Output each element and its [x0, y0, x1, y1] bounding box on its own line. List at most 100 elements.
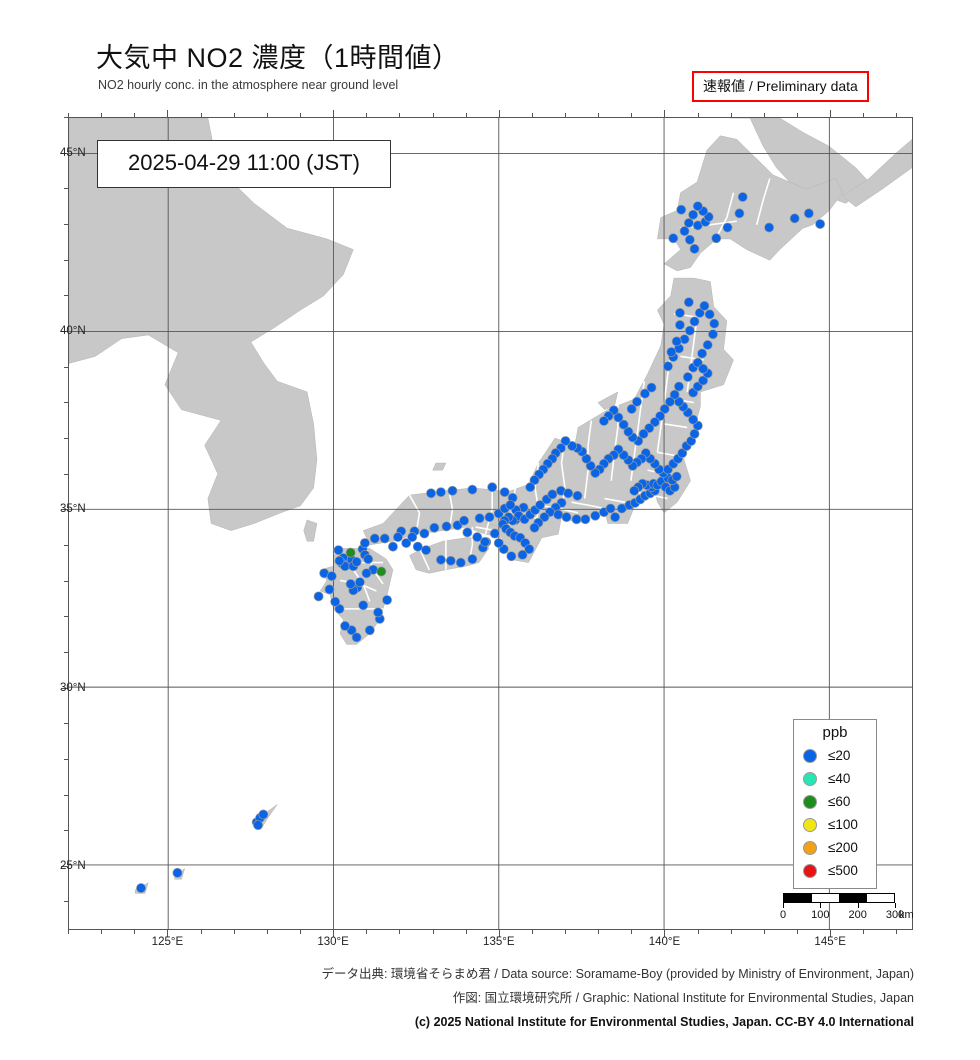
scale-bar-unit: km [899, 909, 914, 921]
x-axis-tick [896, 930, 898, 934]
scale-bar-segment [866, 894, 894, 902]
x-axis-tick [498, 930, 500, 937]
y-axis-tick [64, 188, 68, 190]
y-axis-tick [64, 830, 68, 832]
footer-line: データ出典: 環境省そらまめ君 / Data source: Soramame-… [321, 967, 914, 981]
x-axis-tick [465, 113, 467, 117]
y-axis-label: 40°N [60, 324, 86, 337]
x-axis-tick [399, 930, 401, 934]
legend-item-label: ≤500 [828, 863, 858, 878]
scale-bar-segments [783, 893, 895, 903]
map-canvas [69, 118, 912, 929]
scale-bar-tick [857, 903, 859, 908]
x-axis-tick [565, 930, 567, 934]
legend-color-swatch [803, 840, 817, 855]
y-axis-tick [64, 437, 68, 439]
x-axis-tick [432, 930, 434, 934]
legend-rows: ≤20 ≤40 ≤60 ≤100 ≤200 ≤500 [794, 744, 876, 882]
y-axis-tick [61, 509, 68, 511]
y-axis-tick [64, 402, 68, 404]
legend-item: ≤200 [794, 836, 876, 859]
legend-color-swatch [803, 863, 817, 878]
y-axis-tick [64, 223, 68, 225]
x-axis-tick [233, 930, 235, 934]
scale-bar-labels: km 0 100 200 300 [779, 909, 914, 923]
footer-line: (c) 2025 National Institute for Environm… [414, 1015, 914, 1029]
y-axis-tick [64, 616, 68, 618]
legend-item: ≤100 [794, 813, 876, 836]
y-axis-tick [64, 366, 68, 368]
x-axis-label: 145°E [814, 936, 846, 948]
y-axis-tick [61, 687, 68, 689]
page-subtitle: NO2 hourly conc. in the atmosphere near … [98, 78, 399, 92]
legend-item: ≤20 [794, 744, 876, 767]
x-axis-tick [366, 113, 368, 117]
x-axis-tick [167, 110, 169, 117]
y-axis-tick [64, 901, 68, 903]
page-title: 大気中 NO2 濃度（1時間値） [96, 43, 460, 73]
y-axis-tick [64, 544, 68, 546]
x-axis-tick [299, 113, 301, 117]
x-axis-tick [233, 113, 235, 117]
timestamp-box: 2025-04-29 11:00 (JST) [97, 140, 391, 188]
legend-item-label: ≤60 [828, 794, 851, 809]
x-axis-tick [730, 113, 732, 117]
x-axis-tick [101, 113, 103, 117]
x-axis-tick [797, 930, 799, 934]
x-axis-tick [68, 930, 69, 934]
x-axis-tick [598, 930, 600, 934]
scale-bar-label: 200 [848, 909, 867, 921]
legend-color-swatch [803, 771, 817, 786]
x-axis-tick [631, 930, 633, 934]
scale-bar-segment [838, 894, 867, 902]
legend-item-label: ≤20 [828, 748, 851, 763]
y-axis-tick [64, 473, 68, 475]
scale-bar-segment [784, 894, 811, 902]
scale-bar-segment [810, 894, 839, 902]
scale-bar-tick [820, 903, 822, 908]
scale-bar: km 0 100 200 300 [779, 893, 914, 923]
x-axis-tick [68, 113, 69, 117]
x-axis-tick [531, 113, 533, 117]
legend-color-swatch [803, 817, 817, 832]
x-axis-tick [531, 930, 533, 934]
x-axis-tick [863, 113, 865, 117]
x-axis-tick [134, 930, 136, 934]
y-axis-tick [64, 651, 68, 653]
x-axis-tick [631, 113, 633, 117]
scale-bar-tick [895, 903, 896, 908]
legend-item: ≤40 [794, 767, 876, 790]
scale-bar-label: 300 [885, 909, 905, 921]
header: 大気中 NO2 濃度（1時間値） NO2 hourly conc. in the… [0, 0, 980, 117]
y-axis-tick [61, 152, 68, 154]
map-panel[interactable] [68, 117, 913, 930]
y-axis-tick [64, 117, 68, 118]
x-axis-tick [830, 930, 832, 937]
footer-line: 作図: 国立環境研究所 / Graphic: National Institut… [452, 991, 914, 1005]
y-axis-tick [64, 723, 68, 725]
legend-color-swatch [803, 794, 817, 809]
legend-item-label: ≤100 [828, 817, 858, 832]
x-axis-tick [664, 110, 666, 117]
scale-bar-label: 100 [811, 909, 830, 921]
x-axis-tick [366, 930, 368, 934]
x-axis-tick [797, 113, 799, 117]
x-axis-tick [664, 930, 666, 937]
x-axis-tick [763, 930, 765, 934]
station-markers-layer [136, 192, 826, 894]
y-axis-label: 25°N [60, 859, 86, 872]
legend-title: ppb [822, 724, 848, 741]
x-axis-tick [333, 930, 335, 937]
legend-item-label: ≤40 [828, 771, 851, 786]
y-axis-tick [64, 295, 68, 297]
x-axis-tick [101, 930, 103, 934]
y-axis-tick [64, 758, 68, 760]
x-axis-tick [830, 110, 832, 117]
y-axis-tick [64, 794, 68, 796]
y-axis-label: 30°N [60, 681, 86, 694]
x-axis-tick [498, 110, 500, 117]
x-axis-tick [730, 930, 732, 934]
x-axis-tick [266, 113, 268, 117]
scale-bar-label: 0 [779, 909, 787, 921]
legend-item-label: ≤200 [828, 840, 858, 855]
